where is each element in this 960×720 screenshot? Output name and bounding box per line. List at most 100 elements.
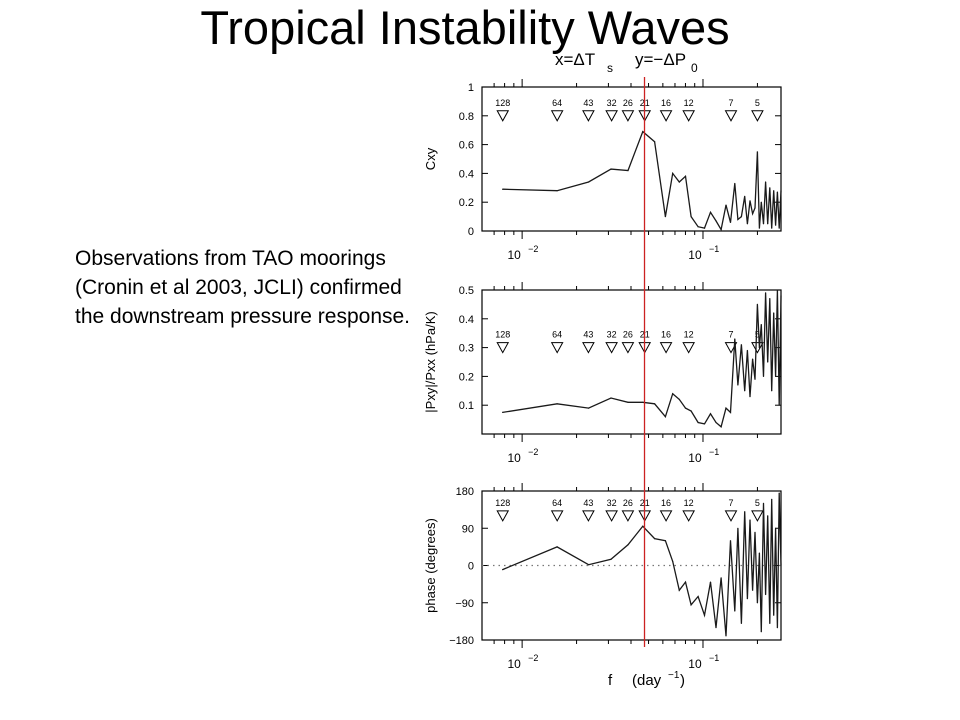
period-marker	[496, 510, 510, 522]
data-point	[715, 220, 717, 222]
figure-header-x-subscript: s	[607, 61, 613, 75]
y-tick-label: 0.4	[459, 314, 474, 326]
data-point	[744, 195, 746, 197]
y-tick-label: 90	[462, 523, 474, 535]
period-marker-label: 32	[607, 330, 617, 340]
period-marker	[751, 510, 764, 522]
data-point	[703, 423, 706, 425]
period-marker	[605, 110, 618, 122]
period-marker-label: 12	[684, 330, 694, 340]
period-marker-label: 64	[552, 98, 562, 108]
period-marker-label: 32	[607, 498, 617, 508]
data-point	[775, 224, 777, 226]
data-point	[690, 216, 692, 218]
data-point	[725, 635, 727, 637]
period-marker	[496, 110, 510, 122]
data-point	[697, 595, 699, 598]
data-point	[752, 589, 754, 591]
data-point	[725, 204, 727, 206]
data-point	[610, 397, 612, 399]
figure-header-y: y=−ΔP	[635, 50, 686, 69]
data-point	[627, 544, 629, 546]
data-point	[678, 589, 680, 591]
period-marker	[682, 510, 696, 522]
data-point	[697, 226, 699, 228]
y-tick-label: 0.4	[459, 168, 474, 180]
period-marker-label: 12	[684, 498, 694, 508]
data-point	[690, 410, 692, 412]
data-point	[767, 515, 769, 517]
data-point	[678, 398, 680, 400]
data-point	[746, 223, 748, 225]
x-tick-label-exponent: −2	[528, 447, 538, 457]
period-marker	[582, 110, 595, 122]
data-point	[773, 614, 775, 616]
period-marker-label: 64	[552, 330, 562, 340]
data-point	[752, 213, 754, 215]
data-point	[729, 411, 732, 413]
period-marker	[621, 110, 635, 122]
data-point	[762, 502, 765, 504]
data-point	[715, 627, 717, 629]
period-marker	[605, 342, 618, 354]
data-point	[762, 223, 765, 225]
data-point	[778, 404, 780, 406]
period-marker-label: 43	[583, 98, 593, 108]
period-marker-label: 43	[583, 498, 593, 508]
data-point	[758, 552, 760, 554]
y-axis-label: |Pxy|/Pxx (hPa/K)	[423, 311, 438, 412]
period-marker	[724, 110, 738, 122]
period-marker-label: 5	[755, 498, 760, 508]
data-point	[502, 569, 504, 571]
body-text: Observations from TAO moorings (Cronin e…	[75, 247, 411, 328]
x-axis-unit: (day	[632, 672, 662, 689]
data-point	[729, 221, 732, 223]
period-marker-label: 26	[623, 498, 633, 508]
slide-title: Tropical Instability Waves	[200, 1, 730, 54]
period-marker	[550, 110, 564, 122]
data-point	[627, 169, 629, 172]
data-point	[776, 627, 778, 629]
data-point	[760, 631, 762, 633]
data-point	[734, 610, 736, 612]
period-marker	[605, 510, 618, 522]
x-tick-label: 10	[688, 657, 702, 671]
data-point	[672, 172, 674, 174]
y-tick-label: 180	[456, 486, 474, 498]
data-point	[756, 151, 758, 153]
data-point	[765, 292, 767, 294]
period-marker-label: 12	[684, 98, 694, 108]
data-point	[654, 141, 656, 143]
period-marker-label: 7	[728, 98, 733, 108]
period-marker	[550, 510, 564, 522]
data-point	[654, 403, 656, 405]
data-point	[690, 604, 692, 606]
data-point	[771, 227, 773, 229]
period-marker-label: 128	[495, 330, 510, 340]
data-point	[703, 227, 706, 229]
period-marker-label: 128	[495, 498, 510, 508]
data-point	[780, 190, 782, 192]
x-axis-unit-exponent: −1	[668, 670, 680, 681]
figure-header-x: x=ΔT	[555, 50, 595, 69]
data-point	[780, 295, 782, 297]
data-point	[746, 598, 748, 600]
data-point	[642, 131, 644, 133]
data-point	[744, 511, 746, 513]
data-point	[746, 349, 748, 352]
y-tick-label: 0.1	[459, 400, 474, 412]
period-marker	[682, 110, 696, 122]
series-line	[502, 289, 782, 428]
data-point	[771, 498, 773, 500]
data-point	[502, 188, 504, 190]
period-marker-label: 5	[755, 98, 760, 108]
period-marker	[550, 342, 564, 354]
data-point	[588, 564, 590, 566]
period-marker-label: 5	[755, 330, 760, 340]
data-point	[672, 560, 674, 563]
data-point	[749, 200, 751, 202]
data-point	[737, 218, 739, 221]
data-point	[737, 384, 739, 386]
data-point	[709, 581, 712, 583]
data-point	[776, 289, 778, 291]
